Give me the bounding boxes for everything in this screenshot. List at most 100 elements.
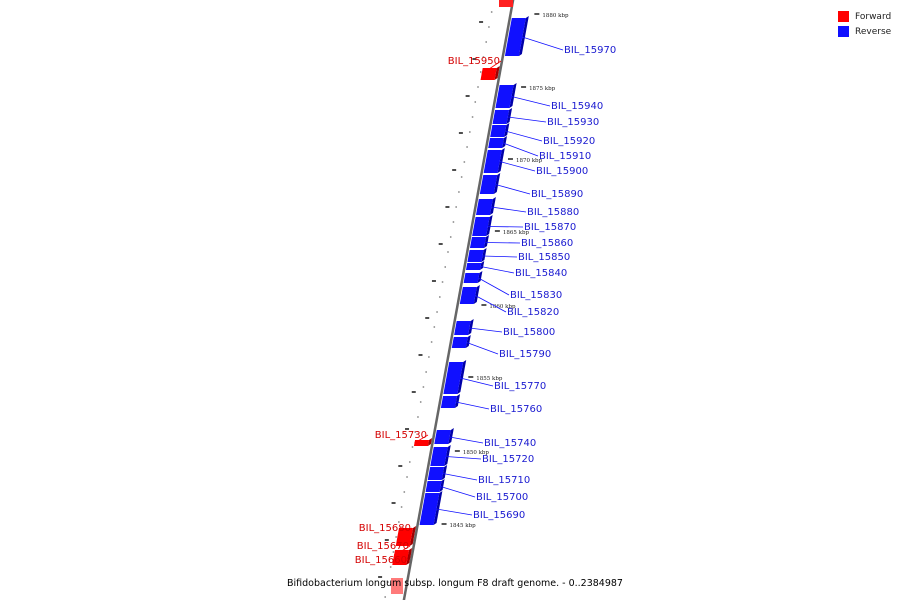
scale-tick-label: 1860 kbp <box>489 304 516 310</box>
legend: Forward Reverse <box>838 9 891 39</box>
gene-side <box>457 360 467 394</box>
genome-axis <box>402 0 515 600</box>
gene-block <box>395 528 414 546</box>
gene-label: BIL_15690 <box>473 510 525 521</box>
gene-side <box>406 552 412 565</box>
gene-label: BIL_15900 <box>536 166 588 177</box>
gene-block <box>440 396 458 408</box>
gene-side <box>473 285 480 304</box>
gene-bil-15820[interactable]: BIL_15820 <box>459 285 559 318</box>
gene-leader <box>475 295 507 313</box>
gene-leader <box>440 486 476 498</box>
gene-bil-15860[interactable]: BIL_15860 <box>469 235 573 249</box>
gene-leader <box>445 456 482 460</box>
gene-leader <box>511 96 551 107</box>
gene-bil-15690[interactable]: BIL_15690 <box>419 491 526 525</box>
gene-side <box>504 123 510 137</box>
gene-side <box>439 479 445 492</box>
gene-block <box>475 199 493 215</box>
legend-reverse-label: Reverse <box>855 26 892 37</box>
gene-bil-15940[interactable]: BIL_15940 <box>495 83 603 112</box>
gene-side <box>468 319 474 335</box>
gene-bil-15700[interactable]: BIL_15700 <box>425 479 529 503</box>
gene-bil-15950[interactable]: BIL_15950 <box>448 56 502 80</box>
gene-label: BIL_15970 <box>564 45 616 56</box>
gene-label: BIL_15820 <box>507 307 559 318</box>
scale-tick-label: 1875 kbp <box>529 86 556 92</box>
gene-block <box>451 337 468 348</box>
gene-block <box>495 85 514 108</box>
gene-bil-15770[interactable]: BIL_15770 <box>443 360 546 394</box>
gene-bil-15900[interactable]: BIL_15900 <box>483 148 589 177</box>
gene-bil-15920[interactable]: BIL_15920 <box>490 123 595 147</box>
gene-bil-15730[interactable]: BIL_15730 <box>375 430 433 446</box>
gene-leader <box>487 226 524 228</box>
gene-bil-15910[interactable]: BIL_15910 <box>488 136 591 162</box>
gene-block <box>479 175 498 194</box>
legend-forward-label: Forward <box>855 11 892 22</box>
gene-leader <box>397 527 413 538</box>
gene-label: BIL_15740 <box>484 438 536 449</box>
gene-label: BIL_15920 <box>543 136 595 147</box>
minor-ticks <box>378 11 493 598</box>
scale-tick-label: 1855 kbp <box>476 376 503 382</box>
scale-tick-label: 1845 kbp <box>450 523 477 529</box>
gene-block <box>465 263 482 270</box>
gene-leader <box>449 436 484 444</box>
gene-bil-15660[interactable]: BIL_15660 <box>355 552 412 566</box>
gene-side <box>409 526 417 546</box>
gene-label: BIL_15890 <box>531 189 583 200</box>
gene-block <box>434 430 451 444</box>
gene-bil-15740[interactable]: BIL_15740 <box>434 428 536 449</box>
gene-block <box>427 467 445 480</box>
gene-side <box>479 261 485 270</box>
gene-leader <box>522 36 564 51</box>
gene-label: BIL_15670 <box>357 541 409 552</box>
gene-bil-15890[interactable]: BIL_15890 <box>479 173 583 200</box>
gene-leader <box>436 508 473 516</box>
gene-bil-15850[interactable]: BIL_15850 <box>467 248 570 263</box>
gene-bil-15930[interactable]: BIL_15930 <box>492 108 600 128</box>
gene-bil-15840[interactable]: BIL_15840 <box>465 261 567 279</box>
gene-side <box>497 148 505 173</box>
gene-block <box>467 250 484 262</box>
gene-leader <box>499 161 536 172</box>
gene-block <box>459 287 477 304</box>
gene-bil-15710[interactable]: BIL_15710 <box>427 465 530 486</box>
gene-side <box>483 235 489 248</box>
gene-label: BIL_15730 <box>375 430 427 441</box>
gene-side <box>444 445 451 466</box>
gene-leader <box>478 277 510 296</box>
forward-swatch <box>838 11 849 22</box>
gene-bil-15880[interactable]: BIL_15880 <box>475 197 579 218</box>
gene-leader <box>502 142 539 157</box>
gene-bil-15870[interactable]: BIL_15870 <box>472 215 576 236</box>
gene-bil-15760[interactable]: BIL_15760 <box>440 394 542 415</box>
gene-block <box>463 273 480 283</box>
gene-bil-15970[interactable]: BIL_15970 <box>504 16 616 56</box>
gene-leader <box>455 401 490 410</box>
scale-tick-label: 1865 kbp <box>503 230 530 236</box>
scale-tick-label: 1850 kbp <box>463 450 490 456</box>
legend-reverse: Reverse <box>838 24 891 39</box>
gene-leader <box>480 266 515 274</box>
gene-label: BIL_15860 <box>521 238 573 249</box>
gene-features: BIL_15970 BIL_15950 BIL_15940 BIL_15930 BIL_… <box>355 0 616 594</box>
gene-bil-15830[interactable]: BIL_15830 <box>463 271 563 301</box>
gene-label: BIL_15760 <box>490 404 542 415</box>
gene-side <box>427 438 433 446</box>
gene-bil-15800[interactable]: BIL_15800 <box>454 319 555 338</box>
gene-label: BIL_15840 <box>515 268 567 279</box>
gene-block <box>480 68 497 80</box>
legend-forward: Forward <box>838 9 891 24</box>
gene-bil-15720[interactable]: BIL_15720 <box>430 445 534 466</box>
gene-block <box>425 481 442 492</box>
gene-label: BIL_15710 <box>478 475 530 486</box>
gene-label: BIL_15660 <box>355 555 407 566</box>
gene-bil-15680[interactable]: BIL_15680 <box>359 523 417 546</box>
gene-bil-15790[interactable]: BIL_15790 <box>451 335 551 360</box>
gene-label: BIL_15680 <box>359 523 411 534</box>
gene-block <box>483 150 502 173</box>
gene-leader <box>393 545 411 556</box>
